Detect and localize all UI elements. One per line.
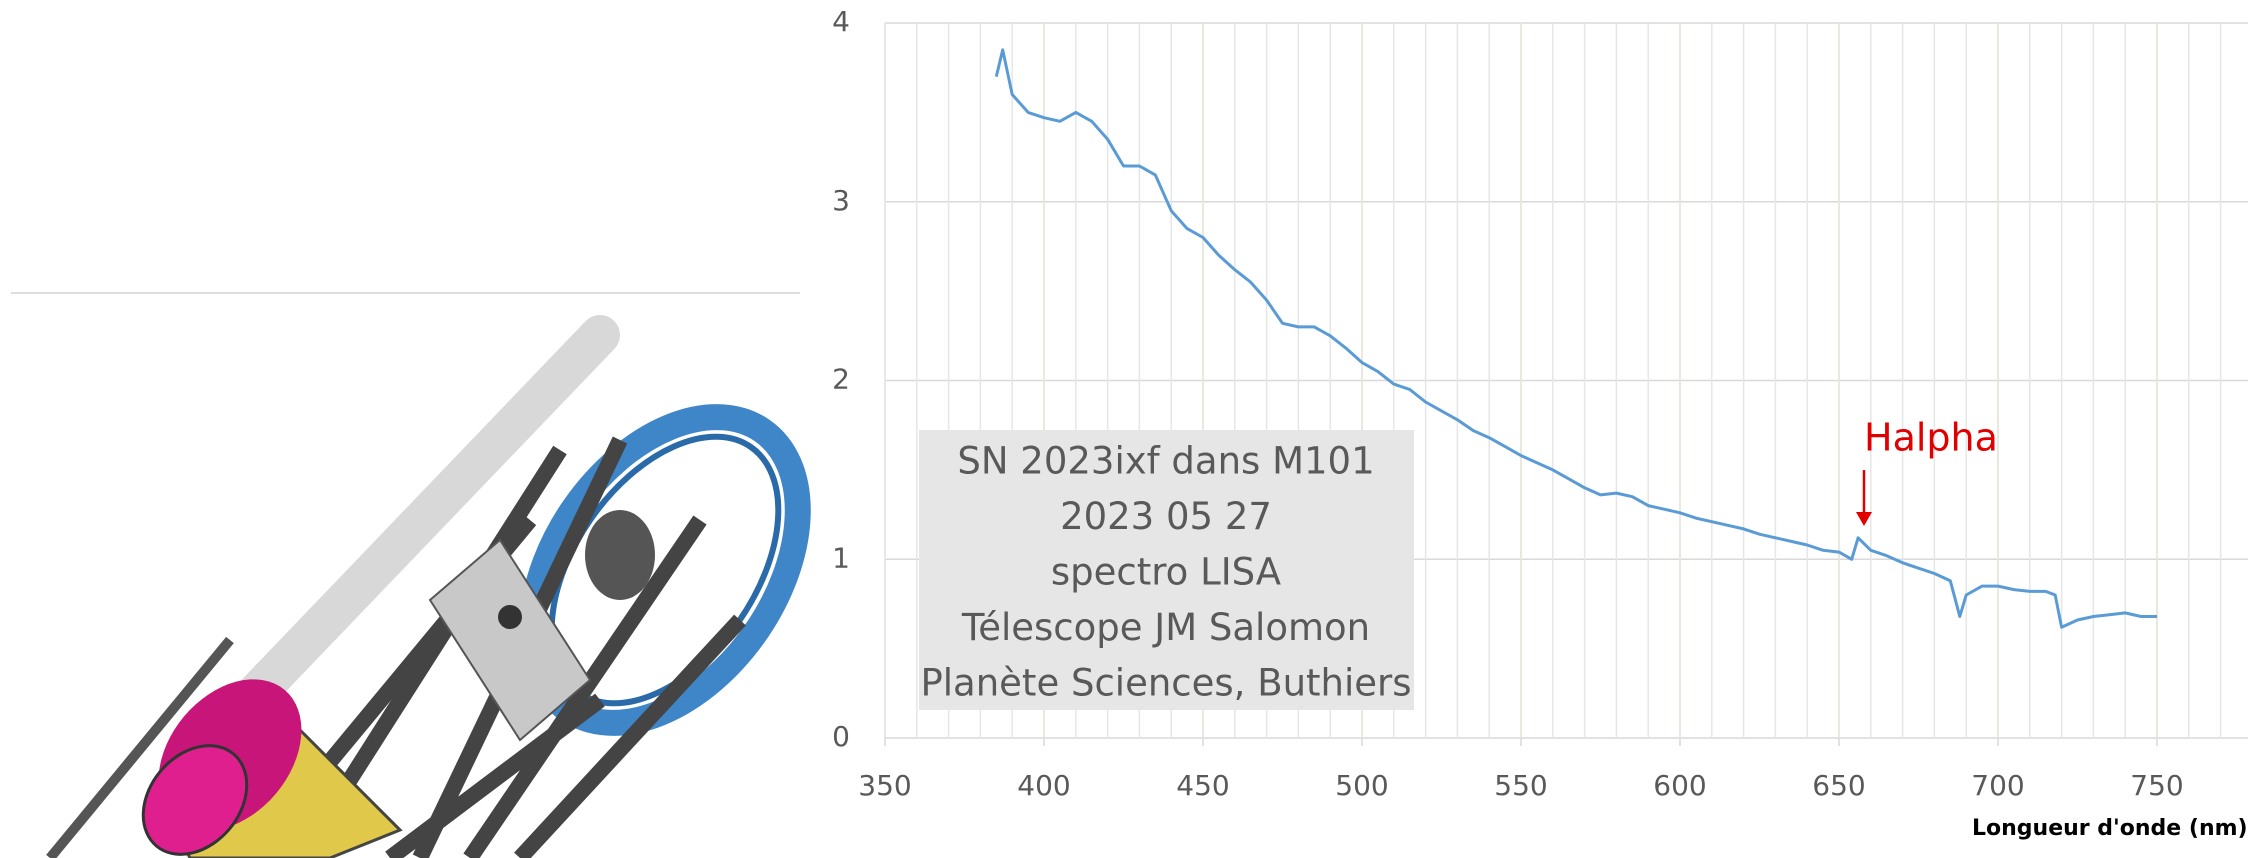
y-tick-label: 4 <box>832 5 850 38</box>
y-tick-label: 3 <box>832 184 850 217</box>
rail <box>46 636 234 858</box>
x-tick-label: 550 <box>1494 769 1547 802</box>
hole <box>498 605 522 629</box>
x-tick-label: 600 <box>1653 769 1706 802</box>
finder-shade <box>230 315 620 720</box>
annotation-box <box>919 430 1414 710</box>
halpha-label: Halpha <box>1864 416 1998 460</box>
annotation-line: Télescope JM Salomon <box>961 606 1370 649</box>
y-tick-label: 2 <box>832 363 850 396</box>
plate <box>428 538 592 742</box>
annotation-line: SN 2023ixf dans M101 <box>957 440 1374 483</box>
chart: 4 3 2 1 0 750 700 650 600 550 500 450 400 350 Longueu… <box>832 5 2248 841</box>
x-tick-label: 450 <box>1176 769 1229 802</box>
y-tick-label: 1 <box>832 541 850 574</box>
x-tick-label: 700 <box>1971 769 2024 802</box>
x-tick-label: 400 <box>1017 769 1070 802</box>
x-tick-label: 500 <box>1335 769 1388 802</box>
annotation-text: SN 2023ixf dans M101 2023 05 27 spectro LI… <box>920 440 1411 705</box>
spectrum-line <box>994 48 2157 629</box>
finder-tube <box>230 315 620 720</box>
x-tick-label: 750 <box>2130 769 2183 802</box>
x-axis-title: Longueur d'onde (nm) <box>1972 816 2248 841</box>
camera-face <box>141 744 249 856</box>
halpha-arrowhead <box>1856 512 1872 526</box>
y-tick-label: 0 <box>832 720 850 753</box>
x-tick-label: 350 <box>858 769 911 802</box>
x-tick-label: 650 <box>1812 769 1865 802</box>
annotation-line: spectro LISA <box>1051 551 1281 594</box>
telescope-illustration <box>11 292 811 858</box>
annotation-line: Planète Sciences, Buthiers <box>920 662 1411 705</box>
secondary <box>585 510 655 600</box>
annotation-line: 2023 05 27 <box>1060 495 1272 538</box>
